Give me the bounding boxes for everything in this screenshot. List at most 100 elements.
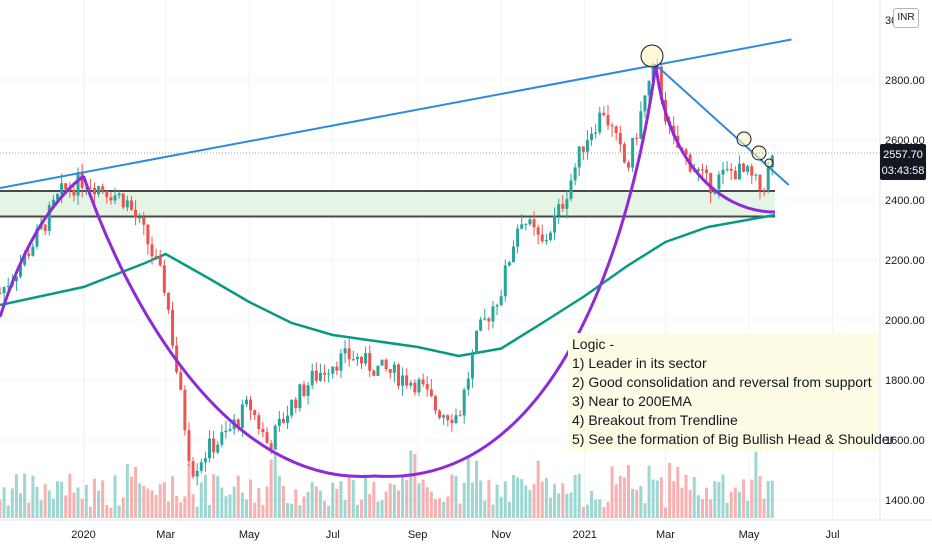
volume-bar <box>224 496 228 518</box>
candle-body <box>594 132 598 134</box>
volume-bar <box>618 475 622 518</box>
volume-bar <box>548 497 552 518</box>
candle-body <box>179 372 183 390</box>
candle-body <box>413 382 417 393</box>
volume-bar <box>721 474 725 518</box>
candle-body <box>454 415 458 423</box>
cup-curve-left[interactable] <box>0 174 85 318</box>
volume-bar <box>35 486 39 518</box>
volume-bar <box>499 497 503 518</box>
candle-body <box>610 125 614 127</box>
volume-bar <box>232 486 236 518</box>
cup-curve-right[interactable] <box>654 64 776 214</box>
volume-bar <box>64 495 68 518</box>
candle-body <box>19 264 23 277</box>
volume-bar <box>680 487 684 518</box>
time-tick-label: 2020 <box>71 529 95 541</box>
volume-bar <box>758 476 762 518</box>
volume-bar <box>487 479 491 518</box>
cup-curves[interactable] <box>0 64 776 478</box>
volume-bar <box>746 500 750 518</box>
candle-body <box>224 430 228 433</box>
volume-bar <box>405 480 409 518</box>
candle-body <box>417 379 421 393</box>
annotation-title: Logic - <box>572 336 615 352</box>
candle-body <box>372 370 376 376</box>
volume-bar <box>23 473 27 518</box>
volume-bar <box>117 505 121 518</box>
candle-body <box>0 293 2 294</box>
peak-highlight-circle <box>640 44 664 68</box>
candle-body <box>314 370 318 381</box>
annotation-point-4: 4) Breakout from Trendline <box>572 412 738 428</box>
volume-bar <box>281 485 285 518</box>
volume-bar <box>433 499 437 518</box>
candle-body <box>142 217 146 225</box>
volume-bar <box>101 480 105 518</box>
candle-body <box>446 415 450 421</box>
candle-body <box>483 318 487 320</box>
candle-body <box>458 415 462 417</box>
time-axis[interactable]: 2020 Mar May Jul Sep Nov 2021 Mar May Jul <box>0 519 932 541</box>
candle-body <box>277 418 281 426</box>
cup-curve-main[interactable] <box>82 64 658 478</box>
price-tick-label: 2200.00 <box>885 255 925 267</box>
candle-body <box>323 372 327 375</box>
volume-bar <box>622 477 626 518</box>
volume-bar <box>602 507 606 518</box>
volume-bar <box>351 480 355 518</box>
volume-bar <box>240 492 244 518</box>
volume-bar <box>191 494 195 518</box>
candle-body <box>298 384 302 409</box>
volume-bar <box>573 474 577 518</box>
candle-body <box>318 372 322 381</box>
volume-bar <box>2 487 6 518</box>
candle-body <box>76 172 80 196</box>
candle-body <box>150 244 154 257</box>
volume-bar <box>692 476 696 518</box>
candle-body <box>60 183 64 195</box>
volume-bar <box>475 460 479 518</box>
candle-body <box>253 410 257 416</box>
candle-body <box>433 396 437 411</box>
volume-bar <box>84 484 88 518</box>
candle-body <box>495 305 499 307</box>
candle-body <box>561 204 565 209</box>
volume-bar <box>544 477 548 518</box>
candle-body <box>462 389 466 416</box>
resistance-trendline[interactable] <box>0 38 792 189</box>
annotation-box <box>568 333 878 451</box>
candle-body <box>27 253 31 256</box>
volume-bar <box>105 504 109 518</box>
volume-bar <box>19 493 23 518</box>
volume-bar <box>318 490 322 518</box>
volume-bar <box>627 465 631 518</box>
currency-badge[interactable]: INR <box>893 8 919 28</box>
support-lines[interactable] <box>0 190 775 218</box>
candle-body <box>392 364 396 373</box>
candle-body <box>347 348 351 360</box>
volume-bar <box>121 497 125 518</box>
volume-bar <box>273 453 277 518</box>
volume-bar <box>129 476 133 518</box>
candle-body <box>101 186 105 192</box>
volume-bar <box>647 465 651 518</box>
price-axis[interactable]: 1400.00 1600.00 1800.00 2000.00 2200.00 2400.… <box>879 0 925 520</box>
candle-body <box>590 133 594 141</box>
candle-body <box>249 399 253 411</box>
candle-body <box>384 359 388 370</box>
volume-bar <box>310 482 314 518</box>
candle-body <box>401 375 405 386</box>
volume-bar <box>639 486 643 518</box>
volume-bar <box>659 477 663 518</box>
candle-body <box>121 193 125 208</box>
volume-bar <box>339 481 343 518</box>
volume-bar <box>208 504 212 518</box>
volume-bar <box>388 483 392 518</box>
candle-body <box>212 438 216 453</box>
volume-bar <box>138 483 142 518</box>
candle-body <box>368 353 372 371</box>
volume-bar <box>76 487 80 518</box>
candle-body <box>511 246 515 263</box>
